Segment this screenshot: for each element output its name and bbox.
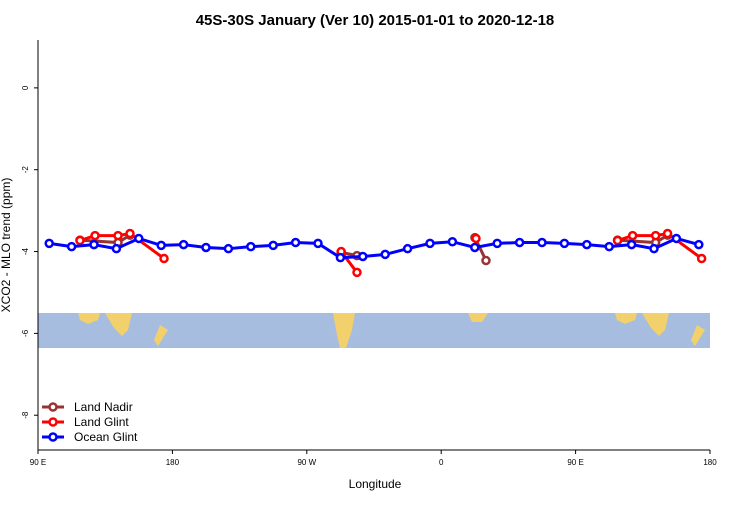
x-tick-label: 90 E [567, 458, 583, 467]
data-point [44, 238, 54, 249]
x-tick-label: 0 [439, 458, 444, 467]
chart-title: 45S-30S January (Ver 10) 2015-01-01 to 2… [196, 12, 555, 29]
data-point [649, 243, 659, 254]
data-point [223, 243, 234, 254]
data-point [604, 241, 614, 252]
legend-label: Land Glint [74, 415, 129, 429]
y-tick-label: 0 [21, 85, 30, 90]
data-point [89, 239, 99, 250]
data-point [156, 240, 166, 251]
data-point [246, 241, 256, 252]
x-tick-label: 180 [703, 458, 717, 467]
series-line [48, 236, 700, 260]
data-point [113, 230, 123, 241]
data-point [352, 267, 362, 278]
legend-label: Land Nadir [74, 400, 133, 414]
legend-marker [48, 402, 58, 412]
data-point [447, 236, 458, 247]
data-point [335, 252, 346, 263]
data-point [201, 242, 211, 253]
data-point [481, 255, 491, 266]
data-point [66, 241, 77, 252]
data-point [470, 242, 480, 253]
y-axis-label: XCO2 - MLO trend (ppm) [0, 178, 13, 313]
x-tick-label: 90 W [297, 458, 316, 467]
data-point [559, 238, 570, 249]
data-point [650, 230, 661, 241]
data-point [159, 253, 169, 264]
data-point [111, 243, 122, 254]
data-point [402, 243, 413, 254]
legend-marker [48, 417, 58, 427]
legend-marker [48, 432, 58, 442]
data-point [537, 237, 547, 248]
data-point [268, 240, 278, 251]
data-point [612, 235, 623, 246]
data-point [626, 239, 637, 250]
data-point [471, 233, 481, 244]
data-point [627, 230, 638, 241]
data-point [662, 228, 673, 239]
data-point [313, 238, 323, 249]
data-point [178, 239, 189, 250]
data-point [134, 233, 144, 244]
data-point [492, 238, 502, 249]
y-tick-label: -4 [21, 247, 30, 255]
data-point [582, 239, 592, 250]
x-tick-label: 90 E [30, 458, 46, 467]
y-tick-label: -6 [21, 329, 30, 337]
map-band [38, 313, 710, 348]
data-point [671, 233, 682, 244]
data-point [380, 249, 390, 260]
data-point [694, 239, 704, 250]
data-point [90, 230, 100, 241]
data-point [425, 238, 435, 249]
data-point [290, 237, 301, 248]
y-tick-label: -8 [21, 411, 30, 419]
legend-label: Ocean Glint [74, 430, 138, 444]
data-point [75, 235, 85, 246]
data-point [125, 228, 135, 239]
y-tick-label: -2 [21, 166, 30, 174]
data-point [696, 253, 707, 264]
data-point [358, 251, 368, 262]
x-axis-label: Longitude [349, 477, 402, 491]
data-point [514, 237, 525, 248]
x-tick-label: 180 [166, 458, 180, 467]
